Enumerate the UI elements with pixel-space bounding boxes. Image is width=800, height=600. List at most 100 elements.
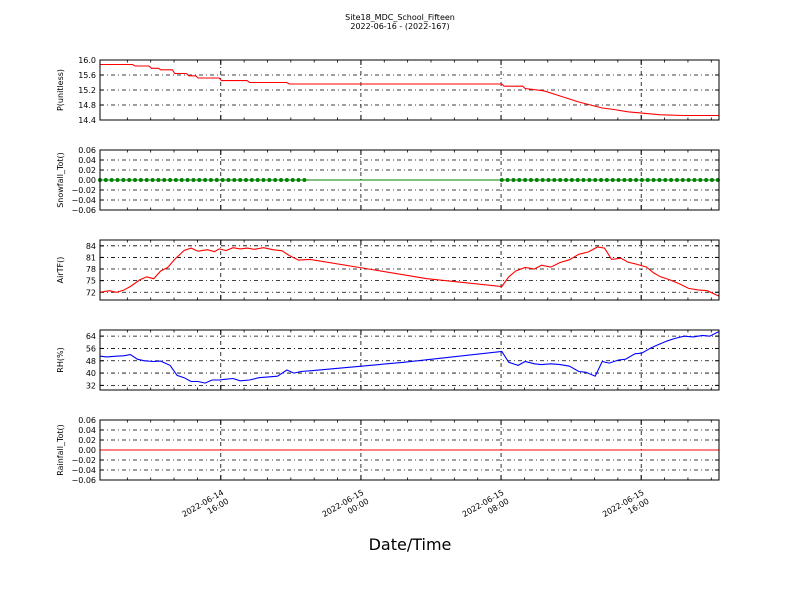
y-axis-label: P(unitless) [56,69,65,111]
chart-title: Site18_MDC_School_Fifteen [345,13,455,22]
data-point [150,178,155,182]
data-point [249,178,254,182]
y-axis-label: Rainfall_Tot() [56,424,65,476]
data-point [616,178,621,182]
data-point [179,178,184,182]
data-point [220,178,225,182]
panel-4: 64 56 48 40 32 RH(%) [56,329,720,391]
data-point [238,178,243,182]
data-point [686,178,691,182]
data-point [692,178,697,182]
y-tick-label: 0.04 [78,156,96,165]
y-tick-label: 32 [86,381,96,390]
data-point [709,178,714,182]
data-point [534,178,539,182]
data-point [127,178,132,182]
data-point [604,178,609,182]
y-tick-label: 84 [86,242,96,251]
y-tick-label: 72 [86,288,96,297]
y-tick-label: 14.8 [78,101,96,110]
data-point [569,178,574,182]
y-axis-label: AirTF() [56,257,65,284]
y-tick-label: 0.00 [78,446,96,455]
y-tick-label: 16.0 [78,56,96,65]
y-tick-label: −0.02 [71,456,96,465]
y-tick-label: −0.06 [71,476,96,485]
data-point [610,178,615,182]
data-point [208,178,213,182]
data-point [651,178,656,182]
y-tick-label: −0.02 [71,186,96,195]
data-point [505,178,510,182]
panel-5: 0.060.040.020.00−0.02−0.04−0.06 Rainfall_… [56,416,720,485]
y-tick-label: 40 [86,369,96,378]
series-line [100,63,719,117]
data-point [639,178,644,182]
y-tick-label: 48 [86,357,96,366]
x-axis-label: Date/Time [369,535,452,554]
y-tick-label: 0.06 [78,146,96,155]
data-point [634,178,639,182]
panel-1: 16.0 15.6 15.2 14.8 14.4 P(unitless) [56,56,720,125]
y-tick-label: 75 [86,277,96,286]
data-point [581,178,586,182]
data-point [173,178,178,182]
data-point [528,178,533,182]
data-point [290,178,295,182]
data-point [115,178,120,182]
data-point [663,178,668,182]
data-point [156,178,161,182]
data-point [546,178,551,182]
data-point [587,178,592,182]
data-point [103,178,108,182]
data-point [657,178,662,182]
panel-2: 0.060.040.020.00−0.02−0.04−0.06 Snowfall_… [56,146,720,215]
data-point [109,178,114,182]
data-point [302,178,307,182]
data-point [564,178,569,182]
data-point [628,178,633,182]
data-point [267,178,272,182]
y-tick-label: 64 [86,332,96,341]
plot-frame [99,419,720,481]
plot-frame [99,329,720,391]
data-point [226,178,231,182]
y-tick-label: 78 [86,265,96,274]
y-tick-label: −0.06 [71,206,96,215]
data-point [144,178,149,182]
plot-frame [99,239,720,301]
y-tick-label: −0.04 [71,196,96,205]
series-line [99,246,720,297]
y-tick-label: 81 [86,253,96,262]
data-point [214,178,219,182]
panel-3: 84 81 78 75 72 AirTF() [56,239,720,301]
y-tick-label: 0.02 [78,166,96,175]
plot-frame [99,59,720,121]
y-tick-label: 0.02 [78,436,96,445]
data-point [669,178,674,182]
data-point [645,178,650,182]
data-point [279,178,284,182]
chart-subtitle: 2022-06-16 - (2022-167) [350,22,449,31]
data-point [593,178,598,182]
data-point [523,178,528,182]
data-point [698,178,703,182]
y-tick-label: 0.04 [78,426,96,435]
data-point [674,178,679,182]
y-tick-label: 0.00 [78,176,96,185]
data-point [185,178,190,182]
y-tick-label: 15.2 [78,86,96,95]
data-point [296,178,301,182]
y-tick-label: −0.04 [71,466,96,475]
data-point [243,178,248,182]
data-point [197,178,202,182]
data-point [575,178,580,182]
data-point [540,178,545,182]
series-line [99,331,720,384]
data-point [168,178,173,182]
